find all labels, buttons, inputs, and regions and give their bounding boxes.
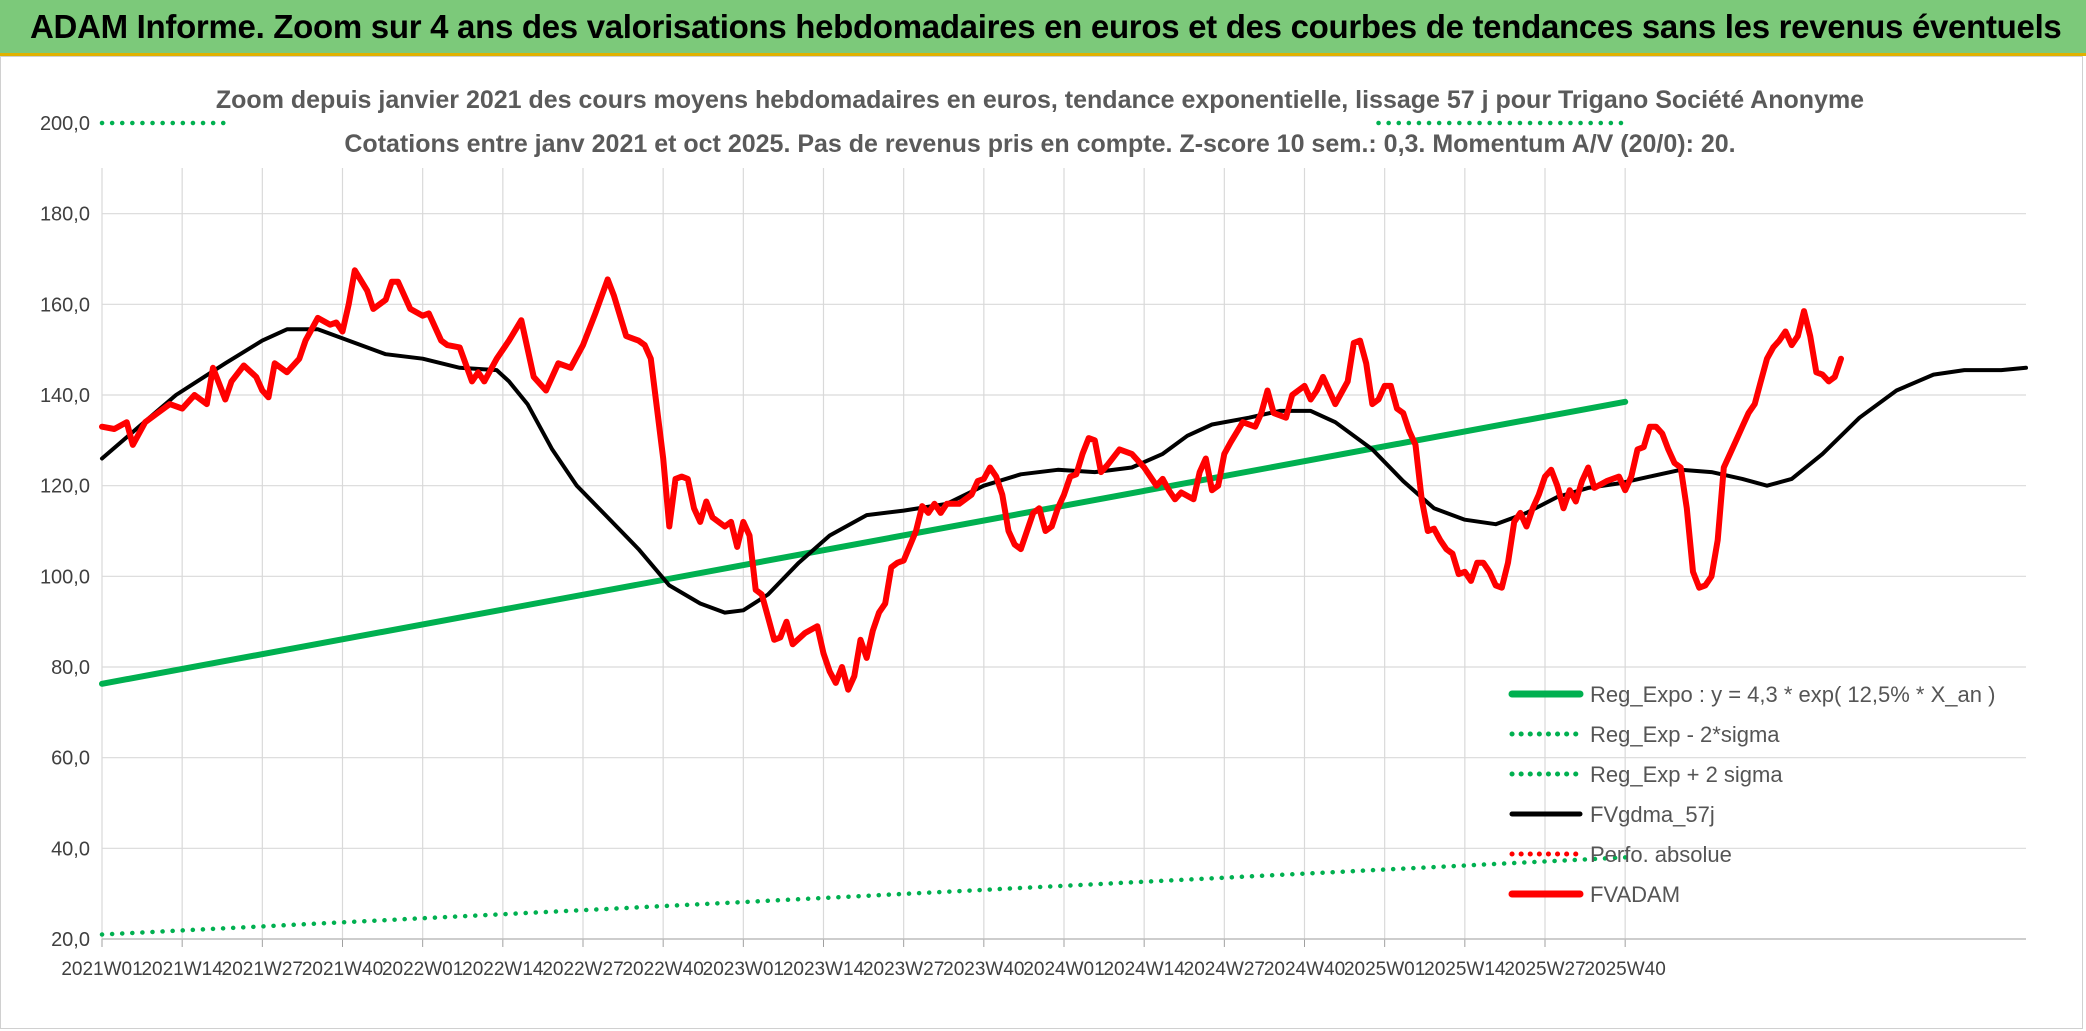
legend-label: FVADAM <box>1590 882 1680 907</box>
x-tick-label: 2024W14 <box>1103 959 1185 980</box>
y-tick-label: 40,0 <box>51 838 90 860</box>
x-tick-label: 2023W40 <box>943 959 1024 980</box>
series-fvadam <box>99 267 1844 693</box>
legend-label: Reg_Exp + 2 sigma <box>1590 762 1783 787</box>
legend-label: Reg_Expo : y = 4,3 * exp( 12,5% * X_an ) <box>1590 682 1995 707</box>
series-group <box>99 120 2028 937</box>
x-tick-label: 2022W14 <box>462 959 544 980</box>
banner-title: ADAM Informe. Zoom sur 4 ans des valoris… <box>30 8 2062 45</box>
x-tick-label: 2022W40 <box>622 959 703 980</box>
legend-label: Reg_Exp - 2*sigma <box>1590 722 1780 747</box>
chart-title: Zoom depuis janvier 2021 des cours moyen… <box>216 86 1864 114</box>
x-tick-label: 2023W27 <box>863 959 944 980</box>
series-reg-exp-2-sigma <box>99 855 1628 937</box>
y-tick-label: 160,0 <box>40 294 90 316</box>
x-tick-label: 2025W27 <box>1504 959 1585 980</box>
y-tick-label: 60,0 <box>51 748 90 770</box>
banner: ADAM Informe. Zoom sur 4 ans des valoris… <box>0 0 2086 56</box>
y-tick-label: 200,0 <box>40 113 90 135</box>
y-tick-label: 140,0 <box>40 385 90 407</box>
x-tick-label: 2023W01 <box>703 959 784 980</box>
x-tick-label: 2025W40 <box>1584 959 1665 980</box>
y-tick-label: 100,0 <box>40 566 90 588</box>
x-tick-label: 2021W40 <box>302 959 383 980</box>
x-tick-label: 2022W27 <box>542 959 623 980</box>
x-tick-label: 2021W14 <box>141 959 223 980</box>
legend-label: FVgdma_57j <box>1590 802 1715 827</box>
x-tick-label: 2025W01 <box>1344 959 1425 980</box>
x-tick-label: 2023W14 <box>783 959 865 980</box>
x-tick-label: 2024W40 <box>1264 959 1345 980</box>
x-tick-label: 2024W01 <box>1023 959 1104 980</box>
x-tick-label: 2024W27 <box>1184 959 1265 980</box>
x-tick-label: 2021W27 <box>222 959 303 980</box>
y-tick-label: 120,0 <box>40 476 90 498</box>
y-tick-label: 80,0 <box>51 657 90 679</box>
y-tick-label: 20,0 <box>51 929 90 951</box>
x-tick-label: 2022W01 <box>382 959 463 980</box>
y-tick-label: 180,0 <box>40 204 90 226</box>
x-axis-ticks: 2021W012021W142021W272021W402022W012022W… <box>61 959 1666 980</box>
legend: Reg_Expo : y = 4,3 * exp( 12,5% * X_an )… <box>1508 682 1995 907</box>
legend-label: Perfo. absolue <box>1590 842 1732 867</box>
chart-subtitle: Cotations entre janv 2021 et oct 2025. P… <box>344 130 1735 158</box>
y-axis-ticks: 20,0 40,0 60,0 80,0 100,0 120,0 140,0 160,0 180,… <box>40 113 90 951</box>
x-tick-label: 2021W01 <box>61 959 142 980</box>
grid <box>101 168 2026 947</box>
chart-frame <box>0 56 2083 1029</box>
x-tick-label: 2025W14 <box>1424 959 1506 980</box>
